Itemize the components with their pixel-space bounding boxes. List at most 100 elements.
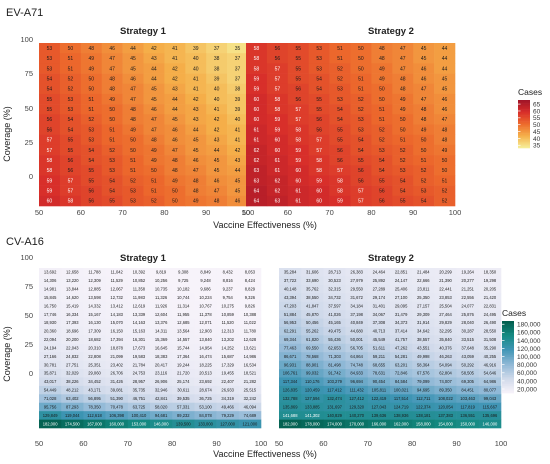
cell-value-label: 170,000: [349, 421, 365, 426]
cell-value-label: 57: [295, 117, 301, 123]
cell-value-label: 21,251: [461, 287, 474, 292]
heatmap-cell: [301, 411, 324, 420]
heatmap-cell: [101, 195, 123, 207]
cell-value-label: 55: [68, 138, 74, 144]
cell-value-label: 63,201: [395, 362, 408, 367]
cell-value-label: 68,655: [373, 362, 386, 367]
heatmap-cell: [172, 411, 195, 420]
cell-value-label: 74,748: [350, 362, 363, 367]
heatmap-cell: [164, 195, 186, 207]
heatmap-cell: [301, 402, 324, 412]
cell-value-label: 46,751: [133, 396, 146, 401]
heatmap-cell: [164, 155, 186, 166]
cell-value-label: 49: [109, 97, 115, 103]
legend-color-step: [518, 142, 530, 144]
heatmap-cell: [39, 53, 61, 64]
cell-value-label: 94,681: [155, 413, 168, 418]
heatmap-cell: [266, 63, 289, 74]
y-tick-label: 75: [25, 69, 33, 78]
heatmap-cell: [216, 326, 240, 336]
heatmap-cell: [350, 83, 372, 95]
heatmap-cell: [350, 134, 372, 146]
cell-value-label: 37,722: [284, 278, 297, 283]
heatmap-cell: [308, 93, 330, 105]
heatmap-cell: [456, 360, 480, 370]
cell-value-label: 29,829: [439, 320, 452, 325]
legend-color-step: [502, 330, 514, 333]
heatmap-cell: [59, 43, 82, 54]
cell-value-label: 30,781: [44, 362, 57, 367]
cell-value-label: 56: [68, 168, 74, 174]
cell-value-label: 21,420: [484, 295, 497, 300]
heatmap-cell: [434, 114, 456, 125]
cell-value-label: 61: [295, 199, 301, 205]
heatmap-cell: [329, 124, 351, 135]
legend-color-step: [518, 106, 530, 108]
cell-value-label: 57: [275, 87, 281, 93]
heatmap-cell: [227, 185, 249, 197]
legend-color-step: [518, 118, 530, 120]
heatmap-cell: [59, 124, 82, 135]
heatmap-cell: [308, 53, 330, 64]
cell-value-label: 122,419: [371, 396, 387, 401]
legend-color-step: [518, 121, 530, 124]
cell-value-label: 37: [235, 66, 241, 72]
heatmap-cell: [227, 134, 249, 146]
cell-value-label: 14,981: [44, 287, 57, 292]
cell-value-label: 18,350: [484, 270, 497, 275]
heatmap-cell: [80, 195, 102, 207]
heatmap-cell: [83, 284, 106, 294]
heatmap-cell: [61, 394, 84, 404]
cell-value-label: 54,646: [484, 371, 497, 376]
heatmap-cell: [367, 276, 391, 286]
cell-value-label: 10,256: [155, 278, 168, 283]
cell-value-label: 43,059: [461, 354, 474, 359]
heatmap-cell: [434, 175, 456, 186]
cell-value-label: 58: [275, 107, 281, 113]
heatmap-cell: [301, 293, 324, 302]
cell-value-label: 106,398: [109, 413, 125, 418]
heatmap-cell: [412, 419, 435, 429]
cell-value-label: 55: [295, 76, 301, 82]
cell-value-label: 26,490: [484, 320, 497, 325]
heatmap-cell: [143, 165, 165, 176]
cell-value-label: 88,901: [306, 362, 319, 367]
cell-value-label: 52: [379, 138, 385, 144]
legend-color-step: [502, 339, 514, 342]
cell-value-label: 54,449: [44, 388, 57, 393]
legend-color-step: [502, 389, 514, 392]
heatmap-cell: [164, 175, 186, 186]
heatmap-cell: [390, 360, 413, 370]
cell-value-label: 48: [379, 46, 385, 52]
cell-value-label: 40: [193, 66, 199, 72]
legend-color-step: [518, 110, 530, 113]
heatmap-cell: [371, 165, 393, 176]
legend-color-step: [502, 358, 514, 361]
heatmap-cell: [194, 402, 217, 412]
cell-value-label: 13,412: [110, 303, 123, 308]
cell-value-label: 61: [295, 189, 301, 195]
cell-value-label: 87,293: [66, 404, 79, 409]
heatmap-cell: [83, 335, 106, 345]
heatmap-cell: [279, 310, 302, 319]
cell-value-label: 11,983: [133, 295, 146, 300]
legend-color-step: [502, 351, 514, 354]
heatmap-cell: [434, 310, 457, 319]
legend-color-step: [518, 130, 530, 132]
cell-value-label: 124,719: [394, 404, 410, 409]
heatmap-cell: [456, 276, 480, 286]
heatmap-cell: [143, 104, 165, 115]
heatmap-cell: [323, 268, 346, 277]
cell-value-label: 132,788: [283, 396, 299, 401]
cell-value-label: 63,725: [133, 404, 146, 409]
heatmap-cell: [194, 352, 217, 361]
cell-value-label: 42: [214, 127, 220, 133]
cell-value-label: 135,869: [283, 404, 299, 409]
heatmap-cell: [238, 377, 262, 387]
heatmap-cell: [301, 360, 324, 370]
heatmap-cell: [412, 301, 435, 311]
legend-tick-label: 60: [533, 108, 541, 115]
cell-value-label: 55: [316, 97, 322, 103]
cell-value-label: 52: [358, 107, 364, 113]
legend-color-step: [518, 131, 530, 133]
